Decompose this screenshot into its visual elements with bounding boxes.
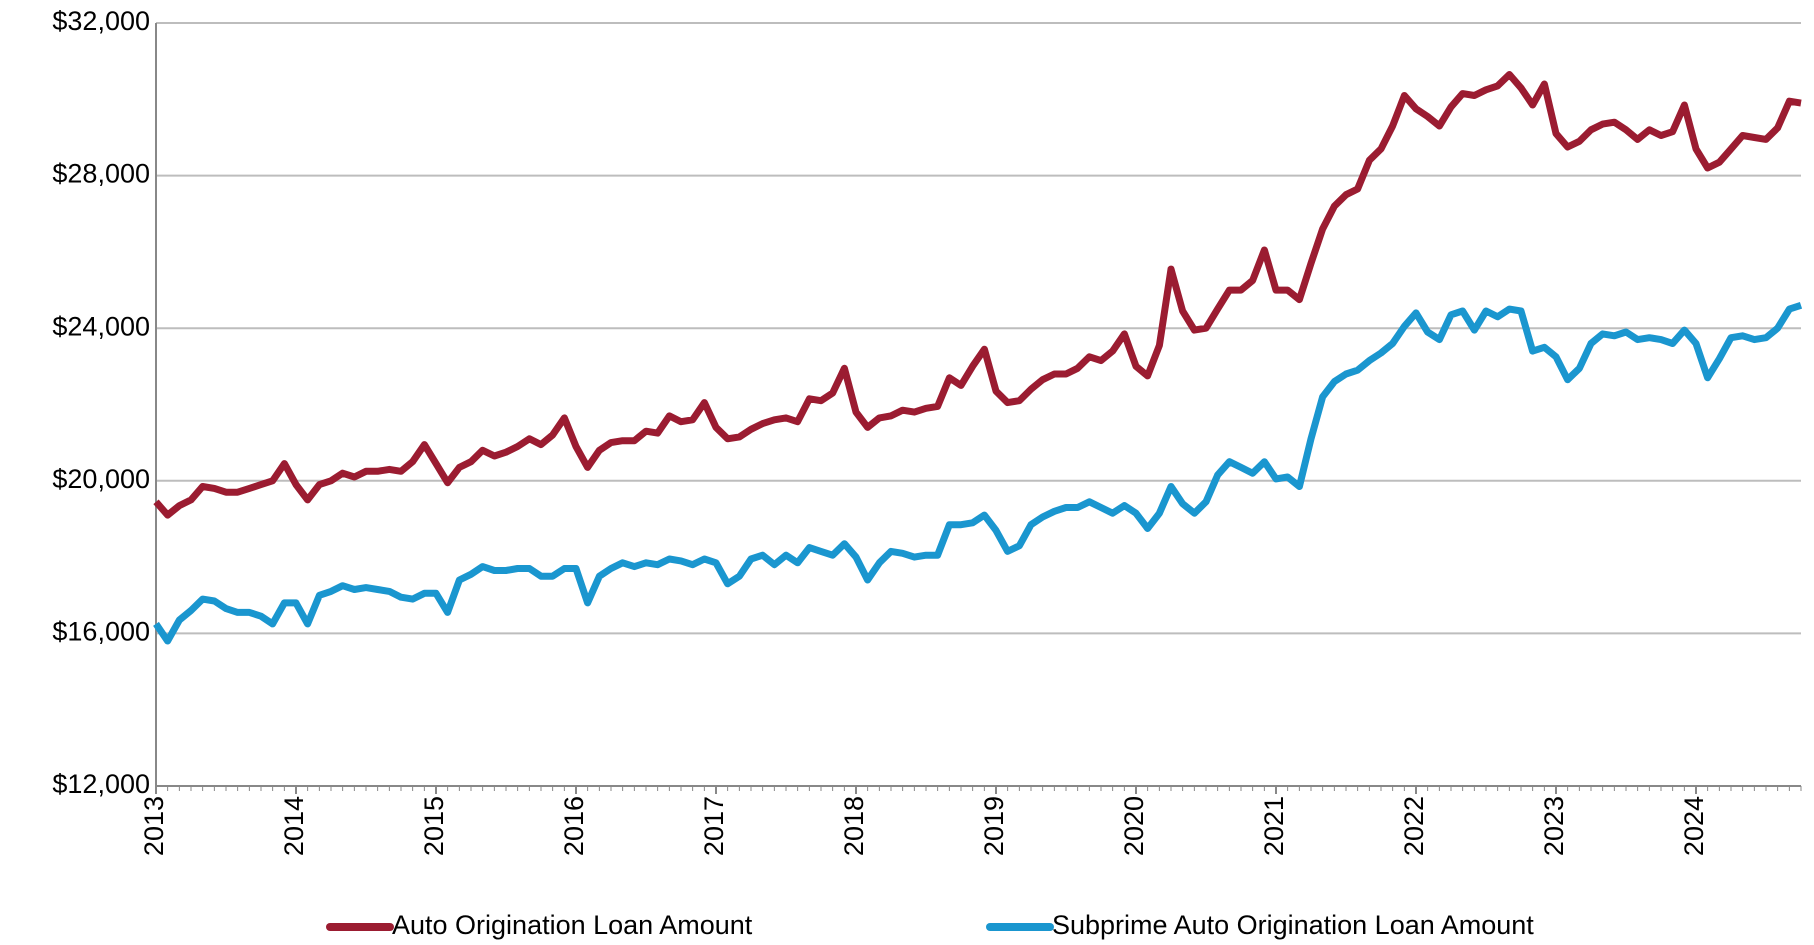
y-tick-label: $24,000 <box>52 311 150 341</box>
x-tick-label: 2015 <box>419 796 449 856</box>
y-tick-label: $28,000 <box>52 159 150 189</box>
x-tick-label: 2021 <box>1259 796 1289 856</box>
x-tick-label: 2014 <box>279 796 309 856</box>
y-tick-label: $16,000 <box>52 617 150 647</box>
x-tick-label: 2019 <box>979 796 1009 856</box>
x-tick-label: 2018 <box>839 796 869 856</box>
x-tick-label: 2023 <box>1539 796 1569 856</box>
y-tick-label: $32,000 <box>52 6 150 36</box>
x-tick-label: 2017 <box>699 796 729 856</box>
series-line <box>153 71 1802 519</box>
x-tick-label: 2022 <box>1399 796 1429 856</box>
x-tick-label: 2016 <box>559 796 589 856</box>
x-tick-label: 2020 <box>1119 796 1149 856</box>
series-line <box>153 301 1803 645</box>
y-tick-label: $20,000 <box>52 464 150 494</box>
y-tick-label: $12,000 <box>52 769 150 799</box>
legend-label: Subprime Auto Origination Loan Amount <box>1052 910 1534 940</box>
x-tick-label: 2013 <box>139 796 169 856</box>
legend-label: Auto Origination Loan Amount <box>392 910 753 940</box>
x-tick-label: 2024 <box>1679 796 1709 856</box>
